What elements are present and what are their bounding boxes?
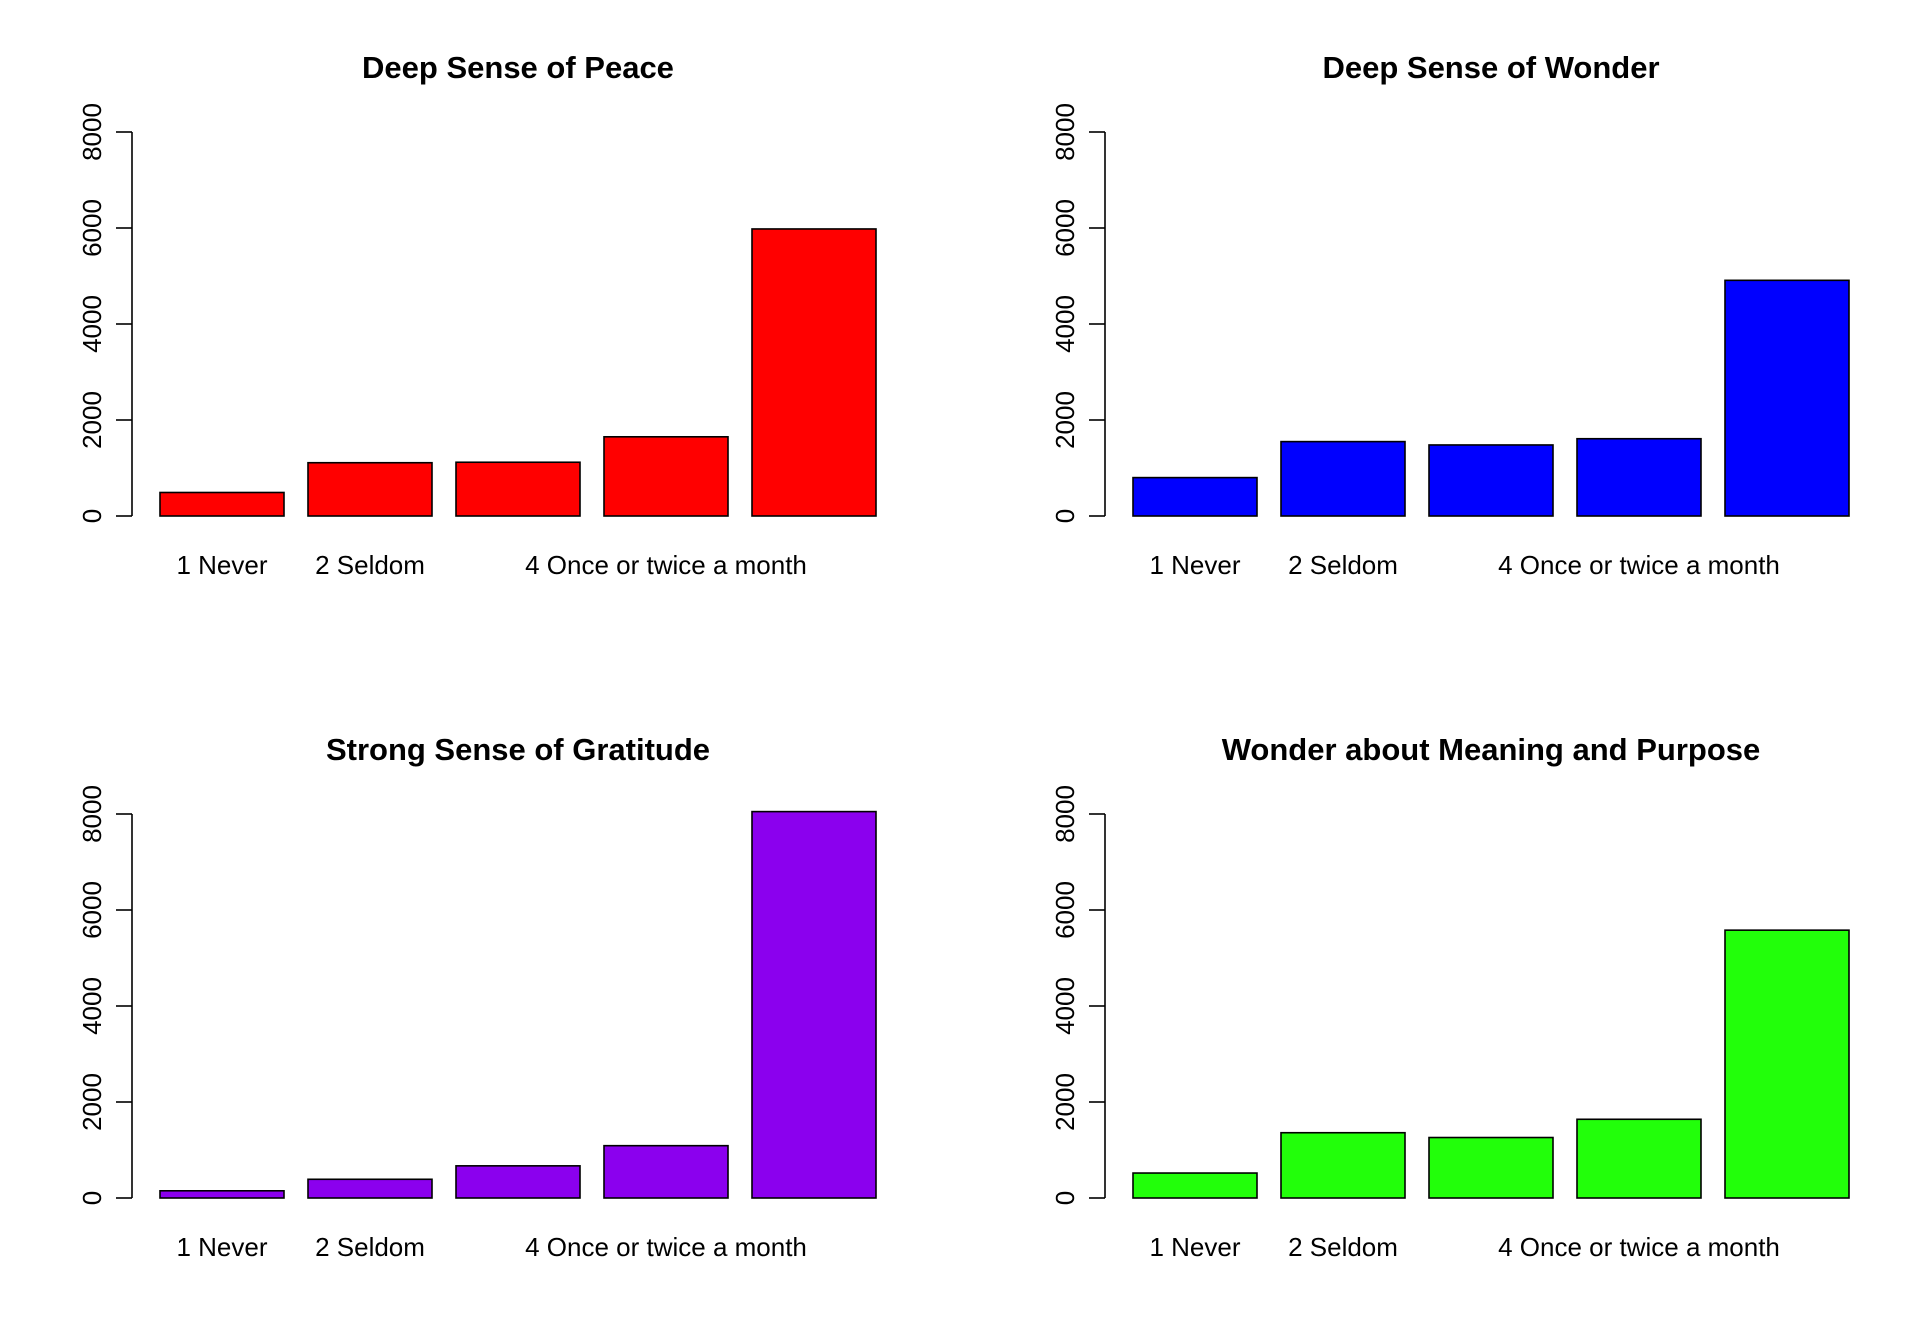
bar-5 — [751, 810, 877, 1199]
x-category-label: 2 Seldom — [315, 550, 425, 580]
y-tick-label: 2000 — [1050, 391, 1080, 449]
bar-4 — [603, 435, 729, 517]
y-tick-label: 0 — [1050, 509, 1080, 523]
bar-4 — [1576, 1118, 1702, 1199]
y-tick-label: 4000 — [1050, 977, 1080, 1035]
panel-title: Deep Sense of Wonder — [1322, 50, 1659, 85]
bar-4 — [1576, 437, 1702, 517]
y-tick-label: 0 — [77, 509, 107, 523]
y-tick-label: 6000 — [77, 881, 107, 939]
bar-2 — [1280, 440, 1406, 517]
x-category-label: 2 Seldom — [1288, 550, 1398, 580]
x-category-label: 1 Never — [1149, 550, 1240, 580]
bar-1 — [1132, 476, 1258, 517]
bar-2 — [307, 461, 433, 517]
x-category-label: 1 Never — [176, 550, 267, 580]
y-tick-label: 2000 — [77, 1073, 107, 1131]
y-tick-label: 2000 — [77, 391, 107, 449]
y-tick-label: 0 — [77, 1191, 107, 1205]
x-category-label: 4 Once or twice a month — [1498, 1232, 1780, 1262]
bar-3 — [1428, 444, 1554, 517]
bar-3 — [455, 461, 581, 517]
x-category-label: 4 Once or twice a month — [1498, 550, 1780, 580]
panel-1: Deep Sense of Peace 0 2000 4000 6000 8000 1 Ne… — [77, 50, 877, 580]
panel-3: Strong Sense of Gratitude 0 2000 4000 6000 80… — [77, 732, 877, 1262]
x-category-label: 1 Never — [1149, 1232, 1240, 1262]
bar-5 — [1724, 279, 1850, 517]
bar-1 — [1132, 1172, 1258, 1199]
x-category-label: 2 Seldom — [1288, 1232, 1398, 1262]
y-tick-label: 4000 — [77, 977, 107, 1035]
bar-5 — [1724, 929, 1850, 1199]
bar-2 — [307, 1178, 433, 1199]
y-tick-label: 8000 — [1050, 785, 1080, 843]
y-tick-label: 6000 — [1050, 199, 1080, 257]
panel-title: Deep Sense of Peace — [362, 50, 674, 85]
panel-title: Strong Sense of Gratitude — [326, 732, 710, 767]
bar-2 — [1280, 1131, 1406, 1199]
y-tick-label: 6000 — [77, 199, 107, 257]
y-tick-label: 8000 — [77, 785, 107, 843]
y-tick-label: 4000 — [77, 295, 107, 353]
x-category-label: 2 Seldom — [315, 1232, 425, 1262]
y-tick-label: 8000 — [77, 103, 107, 161]
bar-1 — [159, 1190, 285, 1199]
bar-5 — [751, 228, 877, 517]
bar-1 — [159, 491, 285, 517]
x-category-label: 1 Never — [176, 1232, 267, 1262]
panel-4: Wonder about Meaning and Purpose 0 2000 400… — [1050, 732, 1850, 1262]
x-category-label: 4 Once or twice a month — [525, 550, 807, 580]
bar-3 — [455, 1165, 581, 1199]
bar-3 — [1428, 1136, 1554, 1199]
panel-2: Deep Sense of Wonder 0 2000 4000 6000 8000 1 N… — [1050, 50, 1850, 580]
bar-4 — [603, 1144, 729, 1199]
y-tick-label: 8000 — [1050, 103, 1080, 161]
y-tick-label: 2000 — [1050, 1073, 1080, 1131]
y-tick-label: 0 — [1050, 1191, 1080, 1205]
y-tick-label: 6000 — [1050, 881, 1080, 939]
x-category-label: 4 Once or twice a month — [525, 1232, 807, 1262]
panel-title: Wonder about Meaning and Purpose — [1222, 732, 1761, 767]
y-tick-label: 4000 — [1050, 295, 1080, 353]
